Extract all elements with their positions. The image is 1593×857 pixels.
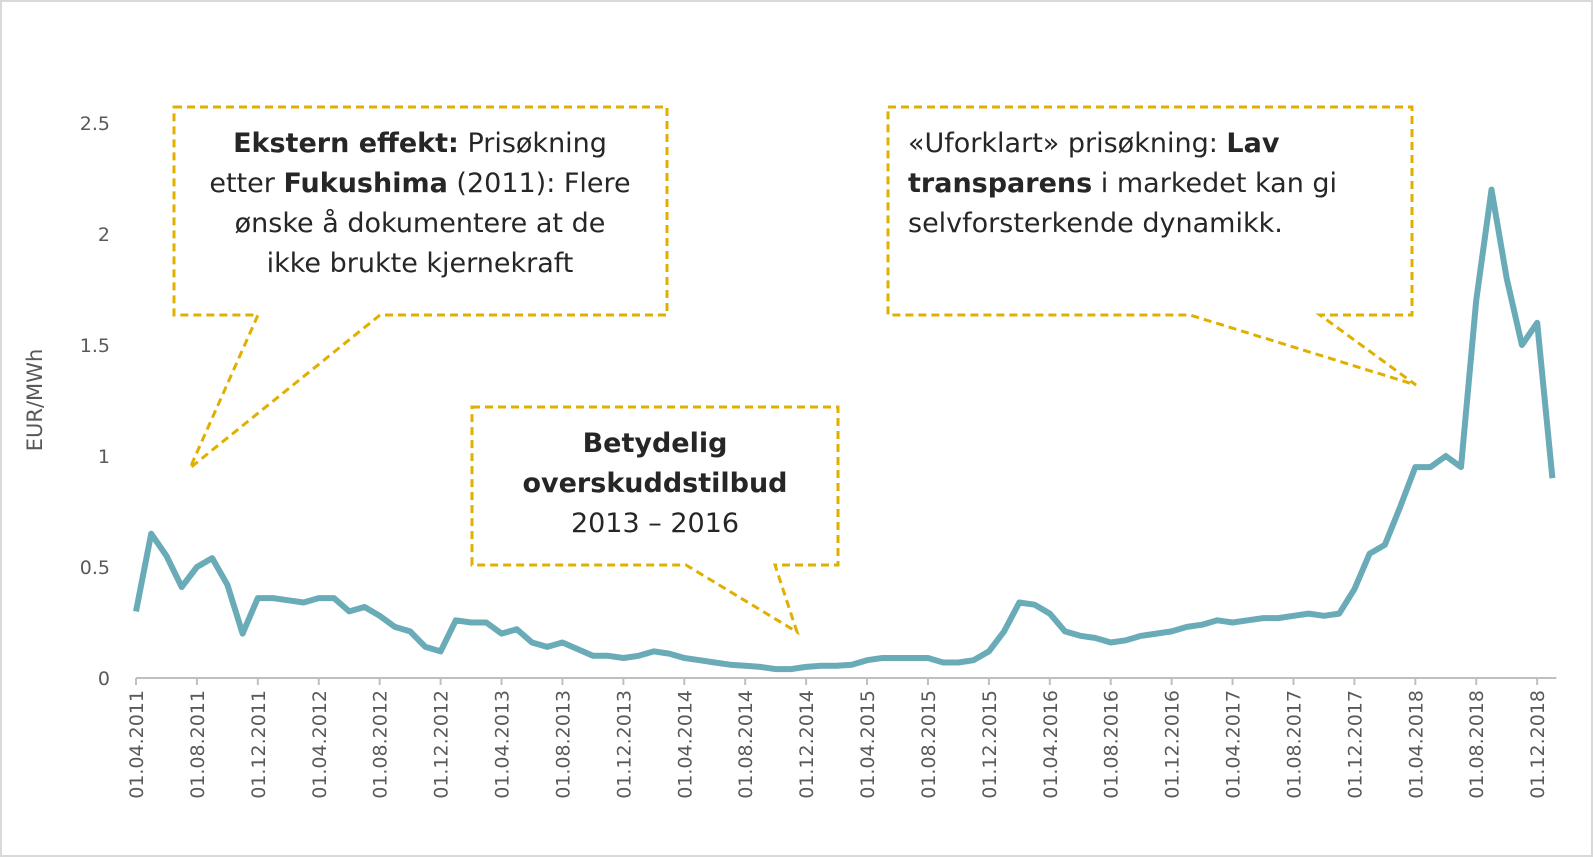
annotation-text: (2011): Flere [448,168,631,199]
x-tick-label: 01.12.2017 [1344,690,1366,799]
x-tick-label: 01.12.2012 [431,690,453,799]
x-tick-label: 01.08.2012 [370,690,392,799]
x-tick-label: 01.04.2015 [857,690,879,799]
x-tick-label: 01.12.2015 [979,690,1001,799]
annotation-text: transparens [908,168,1092,199]
callout-box [172,105,669,470]
x-tick-label: 01.12.2018 [1527,690,1549,799]
annotation-line: Betydelig [583,428,728,459]
x-tick-label: 01.12.2016 [1162,690,1184,799]
y-tick-label: 0 [98,668,110,690]
x-tick-label: 01.08.2016 [1101,690,1123,799]
annotation-text: ønske å dokumentere at de [235,208,606,239]
x-tick-label: 01.04.2016 [1040,690,1062,799]
y-axis-label: EUR/MWh [23,349,47,452]
annotation-line: etter Fukushima (2011): Flere [209,168,630,199]
x-tick-label: 01.08.2017 [1283,690,1305,799]
annotation-text: Ekstern effekt: [233,128,459,159]
annotation-line: selvforsterkende dynamikk. [908,208,1283,239]
annotation-text: selvforsterkende dynamikk. [908,208,1283,239]
callout-box [886,105,1417,387]
y-tick-label: 2.5 [80,113,110,135]
annotation-line: transparens i markedet kan gi [908,168,1337,199]
x-tick-label: 01.04.2014 [674,690,696,799]
x-tick-label: 01.12.2014 [796,690,818,799]
annotation-line: ønske å dokumentere at de [235,208,606,239]
annotation-line: 2013 – 2016 [571,508,739,539]
annotation-text: ikke brukte kjernekraft [267,248,574,279]
y-tick-label: 0.5 [80,557,110,579]
annotation-text: Lav [1226,128,1279,159]
y-tick-label: 1.5 [80,335,110,357]
annotation-line: «Uforklart» prisøkning: Lav [908,128,1280,159]
x-tick-label: 01.04.2012 [309,690,331,799]
annotation-text: «Uforklart» prisøkning: [908,128,1226,159]
annotation-text: Fukushima [283,168,447,199]
annotation-text: Betydelig [583,428,728,459]
annotation-text: 2013 – 2016 [571,508,739,539]
annotation-text: Prisøkning [459,128,607,159]
x-tick-label: 01.08.2015 [918,690,940,799]
x-tick-label: 01.08.2011 [187,690,209,799]
annotation-line: Ekstern effekt: Prisøkning [233,128,607,159]
x-tick-label: 01.04.2018 [1405,690,1427,799]
x-tick-label: 01.04.2011 [126,690,148,799]
x-tick-label: 01.12.2011 [248,690,270,799]
y-tick-label: 2 [98,224,110,246]
annotation-text: etter [209,168,283,199]
x-tick-label: 01.04.2013 [492,690,514,799]
line [133,186,1556,673]
annotation-text: i markedet kan gi [1092,168,1337,199]
x-tick-label: 01.08.2018 [1466,690,1488,799]
annotation-text: overskuddstilbud [522,468,787,499]
x-tick-label: 01.08.2014 [735,690,757,799]
y-tick-label: 1 [98,446,110,468]
x-tick-label: 01.08.2013 [552,690,574,799]
x-tick-label: 01.04.2017 [1223,690,1245,799]
x-tick-label: 01.12.2013 [613,690,635,799]
callout-box [470,405,840,636]
annotation-line: ikke brukte kjernekraft [267,248,574,279]
callouts [172,105,1417,636]
annotation-line: overskuddstilbud [522,468,787,499]
